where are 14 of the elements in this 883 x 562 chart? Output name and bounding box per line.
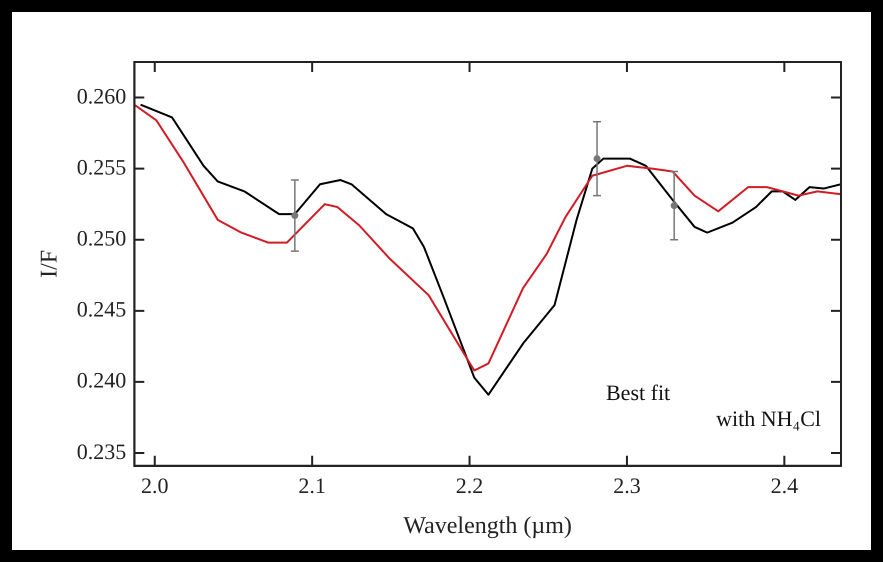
y-tick-label: 0.245 xyxy=(76,296,126,322)
x-axis-title: Wavelength (µm) xyxy=(403,512,572,539)
y-tick-label: 0.240 xyxy=(76,368,126,393)
y-tick-label: 0.250 xyxy=(76,226,126,251)
y-axis-title: I/F xyxy=(36,250,63,278)
x-tick-label: 2.3 xyxy=(613,472,641,498)
text: Best fit with NH₄Cl xyxy=(606,380,821,431)
x-tick-label: 2.0 xyxy=(141,472,169,498)
x-tick-label: 2.2 xyxy=(456,472,484,498)
y-tick-label: 0.235 xyxy=(76,438,126,464)
x-tick-label: 2.4 xyxy=(770,472,798,498)
y-tick-label: 0.260 xyxy=(76,83,126,108)
y-tick-label: 0.255 xyxy=(76,154,126,180)
x-tick-label: 2.1 xyxy=(298,472,326,498)
